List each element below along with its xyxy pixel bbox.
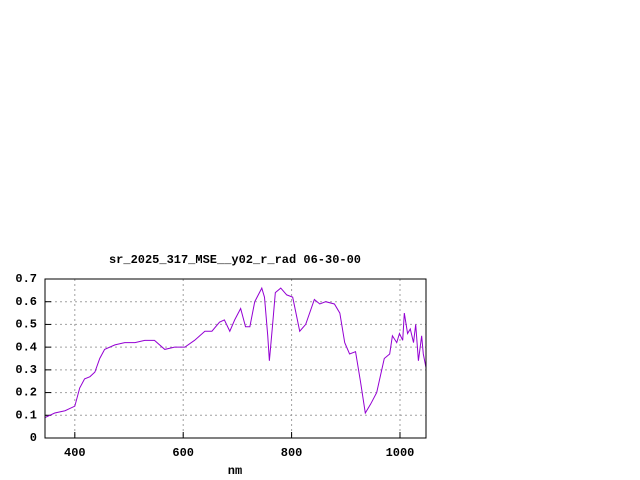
y-tick-label: 0.2 bbox=[15, 386, 37, 400]
data-line bbox=[44, 286, 427, 419]
x-tick-label: 800 bbox=[281, 446, 303, 460]
x-axis-label: nm bbox=[228, 464, 242, 478]
y-tick-label: 0.5 bbox=[15, 318, 37, 332]
x-tick-label: 400 bbox=[64, 446, 86, 460]
x-tick-label: 600 bbox=[172, 446, 194, 460]
y-tick-label: 0.6 bbox=[15, 295, 37, 309]
plot-border bbox=[44, 278, 427, 439]
y-tick-label: 0 bbox=[30, 431, 37, 445]
y-tick-label: 0.3 bbox=[15, 363, 37, 377]
y-tick-label: 0.1 bbox=[15, 408, 37, 422]
chart-title: sr_2025_317_MSE__y02_r_rad 06-30-00 bbox=[109, 253, 361, 267]
y-tick-label: 0.4 bbox=[15, 340, 37, 354]
x-tick-label: 1000 bbox=[386, 446, 415, 460]
y-tick-label: 0.7 bbox=[15, 272, 37, 286]
